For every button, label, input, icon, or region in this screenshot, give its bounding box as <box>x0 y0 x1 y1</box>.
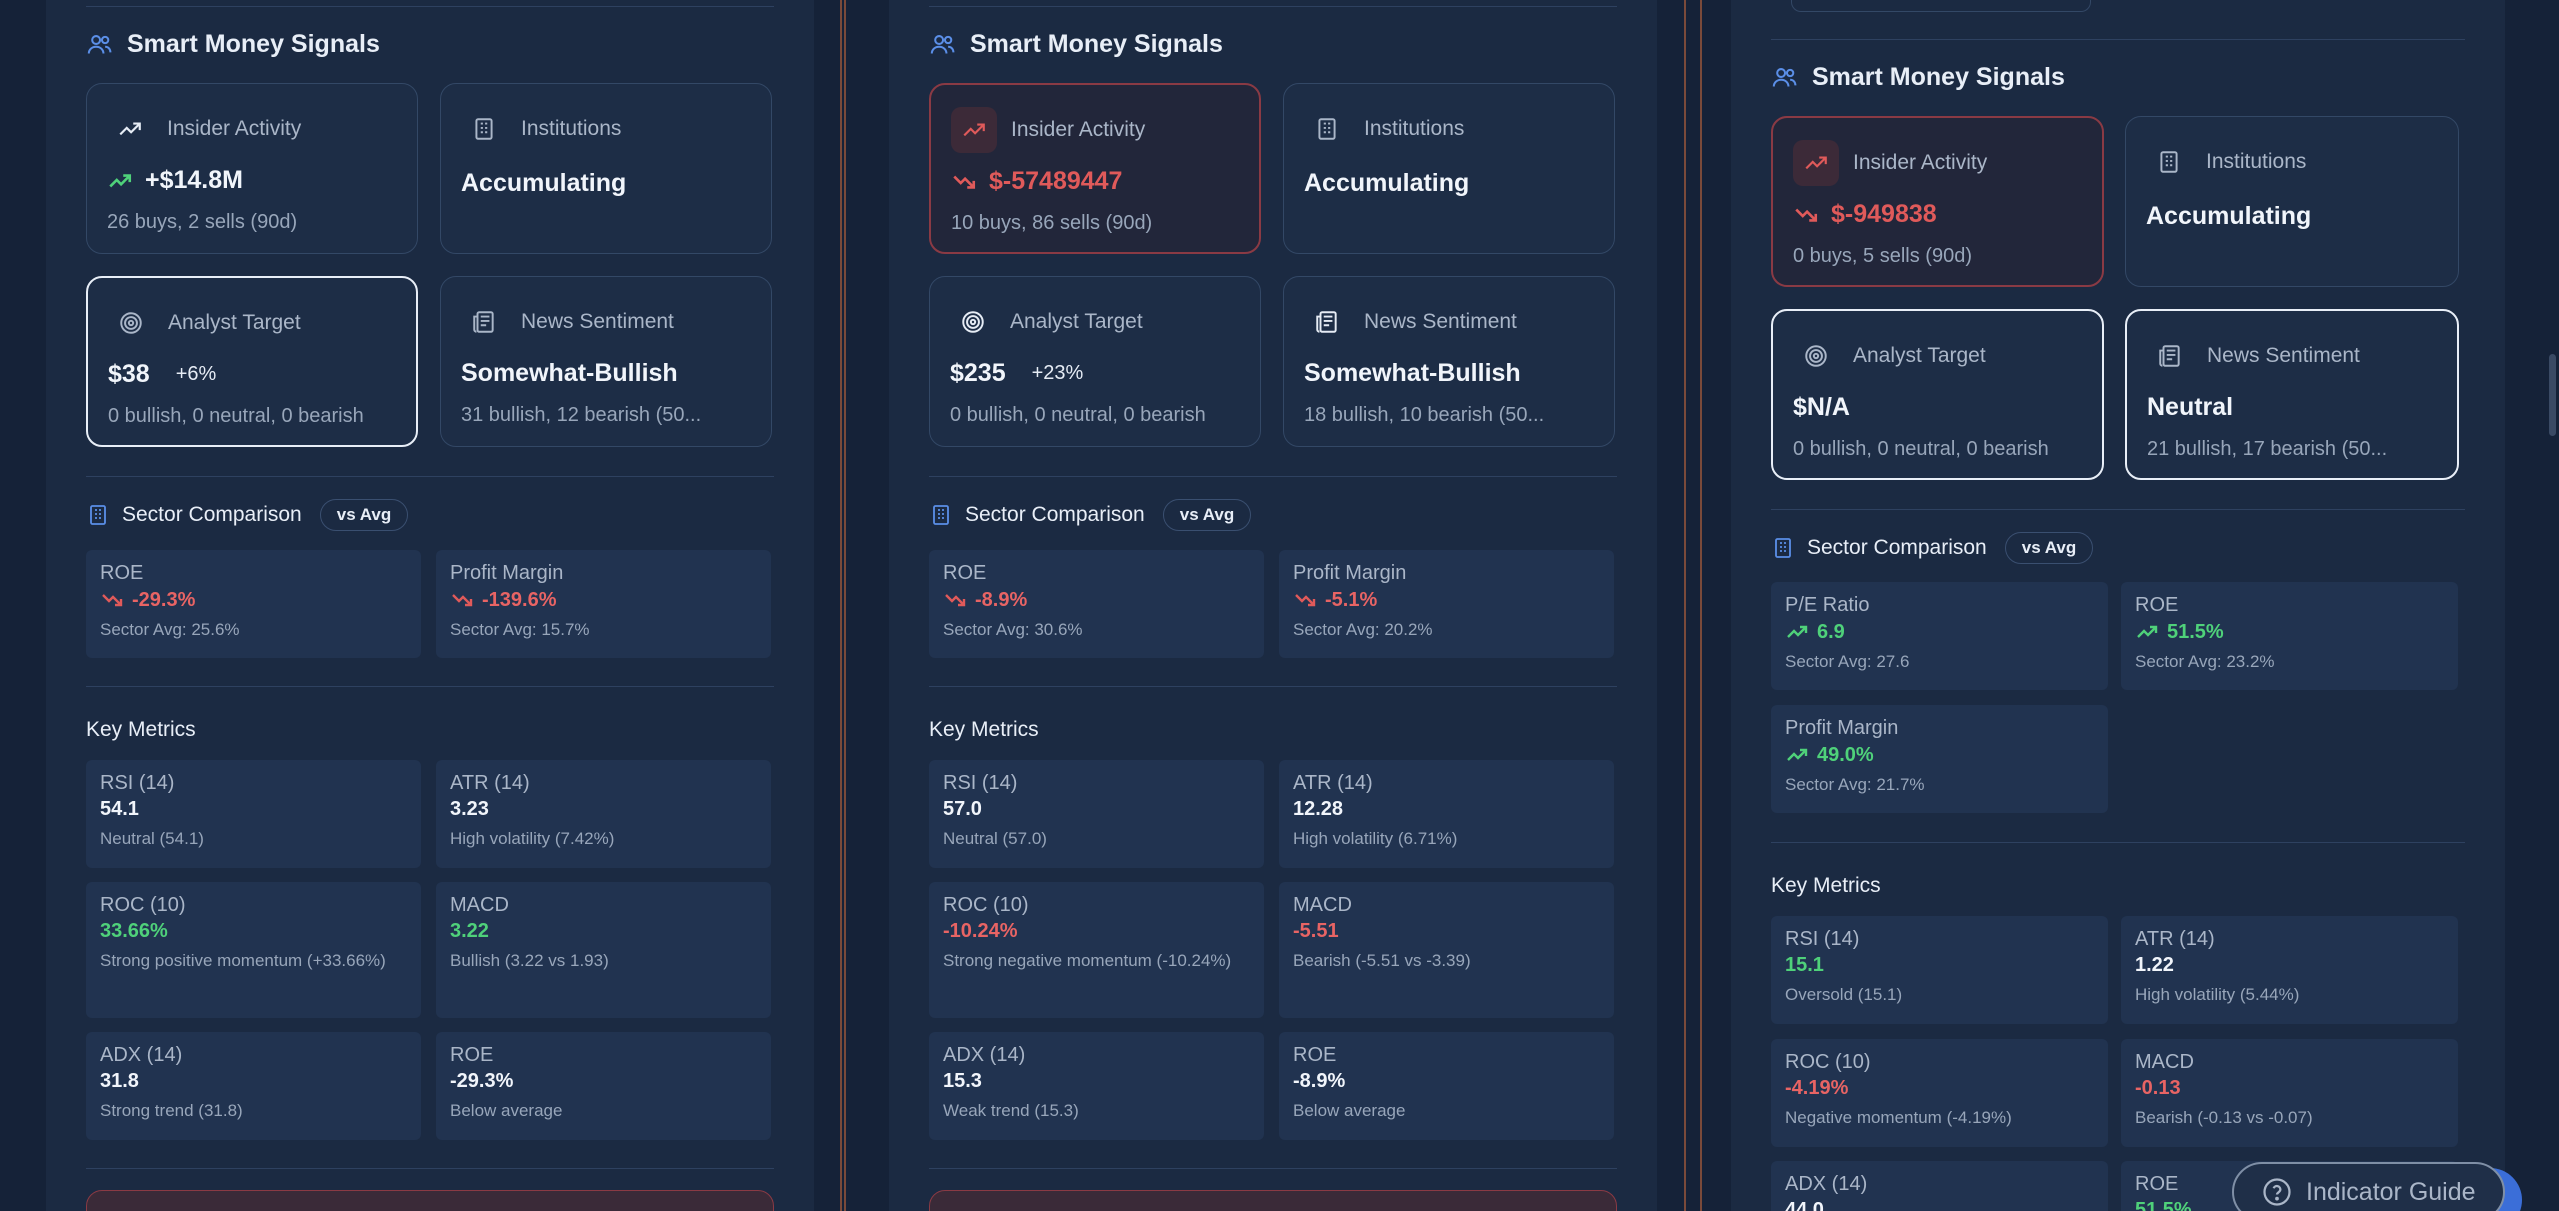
building-icon <box>461 106 507 152</box>
trend-down-icon <box>945 594 966 607</box>
sector-roe: ROE 51.5% Sector Avg: 23.2% <box>2121 582 2458 690</box>
vs-avg-toggle[interactable]: vs Avg <box>1162 499 1252 531</box>
help-circle-icon <box>2263 1178 2291 1206</box>
indicator-guide-button[interactable]: Indicator Guide <box>2232 1162 2505 1211</box>
target-icon <box>108 300 154 346</box>
analyst-target-card[interactable]: Analyst Target $235 +23% 0 bullish, 0 neu… <box>929 276 1261 447</box>
analyst-target-card[interactable]: Analyst Target $38 +6% 0 bullish, 0 neutr… <box>86 276 418 447</box>
newspaper-icon <box>1304 299 1350 345</box>
metric-atr: ATR (14) 3.23 High volatility (7.42%) <box>436 760 771 868</box>
smart-money-title: Smart Money Signals <box>929 30 1223 59</box>
news-sentiment-card[interactable]: News Sentiment Neutral 21 bullish, 17 be… <box>2125 309 2459 480</box>
trend-up-icon <box>1787 748 1808 761</box>
sector-comparison-header: Sector Comparison vs Avg <box>1771 532 2094 564</box>
trend-down-icon <box>1795 208 1818 222</box>
trend-down-icon <box>452 594 473 607</box>
trend-down-icon <box>1295 594 1316 607</box>
vs-avg-toggle[interactable]: vs Avg <box>2004 532 2094 564</box>
users-icon <box>87 35 112 54</box>
sector-roe: ROE -8.9% Sector Avg: 30.6% <box>929 550 1264 658</box>
insider-activity-card[interactable]: Insider Activity $-57489447 10 buys, 86 … <box>929 83 1261 254</box>
scrollbar-thumb[interactable] <box>2549 354 2556 436</box>
card-partial-top <box>1791 0 2091 12</box>
metric-macd: MACD 3.22 Bullish (3.22 vs 1.93) <box>436 882 771 1018</box>
building-icon <box>90 505 106 525</box>
metric-macd: MACD -5.51 Bearish (-5.51 vs -3.39) <box>1279 882 1614 1018</box>
institutions-card[interactable]: Institutions Accumulating <box>1283 83 1615 254</box>
target-icon <box>950 299 996 345</box>
metric-roe: ROE -8.9% Below average <box>1279 1032 1614 1140</box>
trending-up-icon <box>107 106 153 152</box>
building-icon <box>933 505 949 525</box>
smart-money-title: Smart Money Signals <box>1771 63 2065 92</box>
metric-atr: ATR (14) 1.22 High volatility (5.44%) <box>2121 916 2458 1024</box>
news-sentiment-card[interactable]: News Sentiment Somewhat-Bullish 31 bulli… <box>440 276 772 447</box>
trend-up-icon <box>109 173 132 187</box>
metric-adx: ADX (14) 44.0 <box>1771 1161 2108 1211</box>
news-sentiment-card[interactable]: News Sentiment Somewhat-Bullish 18 bulli… <box>1283 276 1615 447</box>
metric-roc: ROC (10) 33.66% Strong positive momentum… <box>86 882 421 1018</box>
metric-roc: ROC (10) -10.24% Strong negative momentu… <box>929 882 1264 1018</box>
analyst-target-card[interactable]: Analyst Target $N/A 0 bullish, 0 neutral… <box>1771 309 2104 480</box>
metric-macd: MACD -0.13 Bearish (-0.13 vs -0.07) <box>2121 1039 2458 1147</box>
sector-profit-margin: Profit Margin -139.6% Sector Avg: 15.7% <box>436 550 771 658</box>
target-icon <box>1793 333 1839 379</box>
institutions-card[interactable]: Institutions Accumulating <box>440 83 772 254</box>
alert-card-partial[interactable] <box>86 1190 774 1211</box>
trend-up-icon <box>2137 625 2158 638</box>
stock-panel-3: Smart Money Signals Insider Activity $-9… <box>1731 0 2505 1211</box>
trending-up-icon <box>1793 140 1839 186</box>
building-icon <box>1304 106 1350 152</box>
sector-comparison-header: Sector Comparison vs Avg <box>929 499 1252 531</box>
insider-activity-card[interactable]: Insider Activity $-949838 0 buys, 5 sell… <box>1771 116 2104 287</box>
building-icon <box>1775 538 1791 558</box>
building-icon <box>2146 139 2192 185</box>
trending-up-icon <box>951 107 997 153</box>
sector-pe-ratio: P/E Ratio 6.9 Sector Avg: 27.6 <box>1771 582 2108 690</box>
sector-comparison-header: Sector Comparison vs Avg <box>86 499 409 531</box>
key-metrics-title: Key Metrics <box>86 718 196 741</box>
stock-panel-2: Smart Money Signals Insider Activity $-5… <box>889 0 1657 1211</box>
metric-atr: ATR (14) 12.28 High volatility (6.71%) <box>1279 760 1614 868</box>
insider-activity-card[interactable]: Insider Activity +$14.8M 26 buys, 2 sell… <box>86 83 418 254</box>
metric-adx: ADX (14) 15.3 Weak trend (15.3) <box>929 1032 1264 1140</box>
users-icon <box>1772 68 1797 87</box>
institutions-card[interactable]: Institutions Accumulating <box>2125 116 2459 287</box>
trend-up-icon <box>1787 625 1808 638</box>
sector-profit-margin: Profit Margin 49.0% Sector Avg: 21.7% <box>1771 705 2108 813</box>
smart-money-title: Smart Money Signals <box>86 30 380 59</box>
metric-adx: ADX (14) 31.8 Strong trend (31.8) <box>86 1032 421 1140</box>
newspaper-icon <box>2147 333 2193 379</box>
sector-roe: ROE -29.3% Sector Avg: 25.6% <box>86 550 421 658</box>
metric-roc: ROC (10) -4.19% Negative momentum (-4.19… <box>1771 1039 2108 1147</box>
users-icon <box>930 35 955 54</box>
trend-down-icon <box>102 594 123 607</box>
metric-roe: ROE -29.3% Below average <box>436 1032 771 1140</box>
sector-profit-margin: Profit Margin -5.1% Sector Avg: 20.2% <box>1279 550 1614 658</box>
metric-rsi: RSI (14) 15.1 Oversold (15.1) <box>1771 916 2108 1024</box>
key-metrics-title: Key Metrics <box>1771 874 1881 897</box>
stock-panel-1: Smart Money Signals Insider Activity +$1… <box>46 0 814 1211</box>
trend-down-icon <box>953 175 976 189</box>
key-metrics-title: Key Metrics <box>929 718 1039 741</box>
vs-avg-toggle[interactable]: vs Avg <box>319 499 409 531</box>
alert-card-partial[interactable] <box>929 1190 1617 1211</box>
metric-rsi: RSI (14) 57.0 Neutral (57.0) <box>929 760 1264 868</box>
metric-rsi: RSI (14) 54.1 Neutral (54.1) <box>86 760 421 868</box>
newspaper-icon <box>461 299 507 345</box>
